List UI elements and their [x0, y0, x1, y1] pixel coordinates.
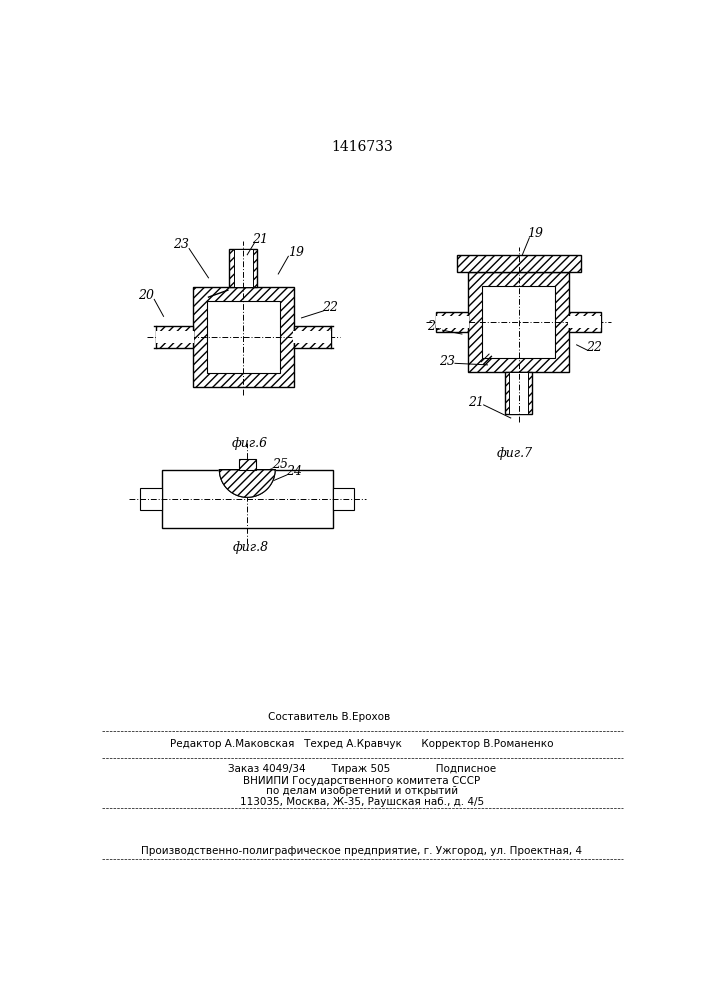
Text: 24: 24	[286, 465, 302, 478]
Text: фиг.6: фиг.6	[231, 437, 268, 450]
Text: 20: 20	[427, 320, 443, 333]
Bar	[193, 287, 293, 387]
Text: ВНИИПИ Государственного комитета СССР: ВНИИПИ Государственного комитета СССР	[243, 776, 481, 786]
Text: 19: 19	[527, 227, 544, 240]
Text: Производственно-полиграфическое предприятие, г. Ужгород, ул. Проектная, 4: Производственно-полиграфическое предприя…	[141, 846, 583, 856]
Bar	[234, 249, 252, 287]
Bar	[207, 301, 280, 373]
Text: 21: 21	[468, 396, 484, 409]
Text: 22: 22	[586, 341, 602, 354]
Text: 21: 21	[252, 233, 269, 246]
Text: 25: 25	[271, 458, 288, 471]
Bar	[156, 326, 193, 348]
Text: Заказ 4049/34        Тираж 505              Подписное: Заказ 4049/34 Тираж 505 Подписное	[228, 764, 496, 774]
Text: 1416733: 1416733	[331, 140, 393, 154]
Bar	[436, 316, 469, 328]
Text: 20: 20	[139, 289, 155, 302]
Bar	[293, 326, 331, 348]
Text: по делам изобретений и открытий: по делам изобретений и открытий	[266, 786, 458, 796]
Bar	[156, 331, 194, 343]
Text: 23: 23	[173, 238, 189, 251]
Bar	[482, 286, 555, 358]
Bar	[457, 255, 580, 272]
Polygon shape	[219, 470, 275, 497]
Bar	[505, 372, 532, 414]
Text: Составитель В.Ерохов: Составитель В.Ерохов	[267, 712, 390, 722]
Bar	[162, 470, 332, 528]
Text: фиг.8: фиг.8	[233, 541, 269, 554]
Bar	[569, 312, 602, 332]
Bar	[436, 312, 468, 332]
Text: фиг.7: фиг.7	[496, 447, 532, 460]
Bar	[568, 316, 602, 328]
Text: Редактор А.Маковская   Техред А.Кравчук      Корректор В.Романенко: Редактор А.Маковская Техред А.Кравчук Ко…	[170, 739, 554, 749]
Bar	[509, 372, 528, 414]
Text: 23: 23	[439, 355, 455, 368]
Polygon shape	[219, 470, 275, 497]
Bar	[468, 272, 569, 372]
Text: 22: 22	[322, 301, 338, 314]
Bar	[239, 459, 256, 470]
Bar	[140, 488, 162, 510]
Bar	[230, 249, 257, 287]
Text: 19: 19	[288, 246, 304, 259]
Bar	[332, 488, 354, 510]
Text: 113035, Москва, Ж-35, Раушская наб., д. 4/5: 113035, Москва, Ж-35, Раушская наб., д. …	[240, 797, 484, 807]
Bar	[293, 331, 331, 343]
